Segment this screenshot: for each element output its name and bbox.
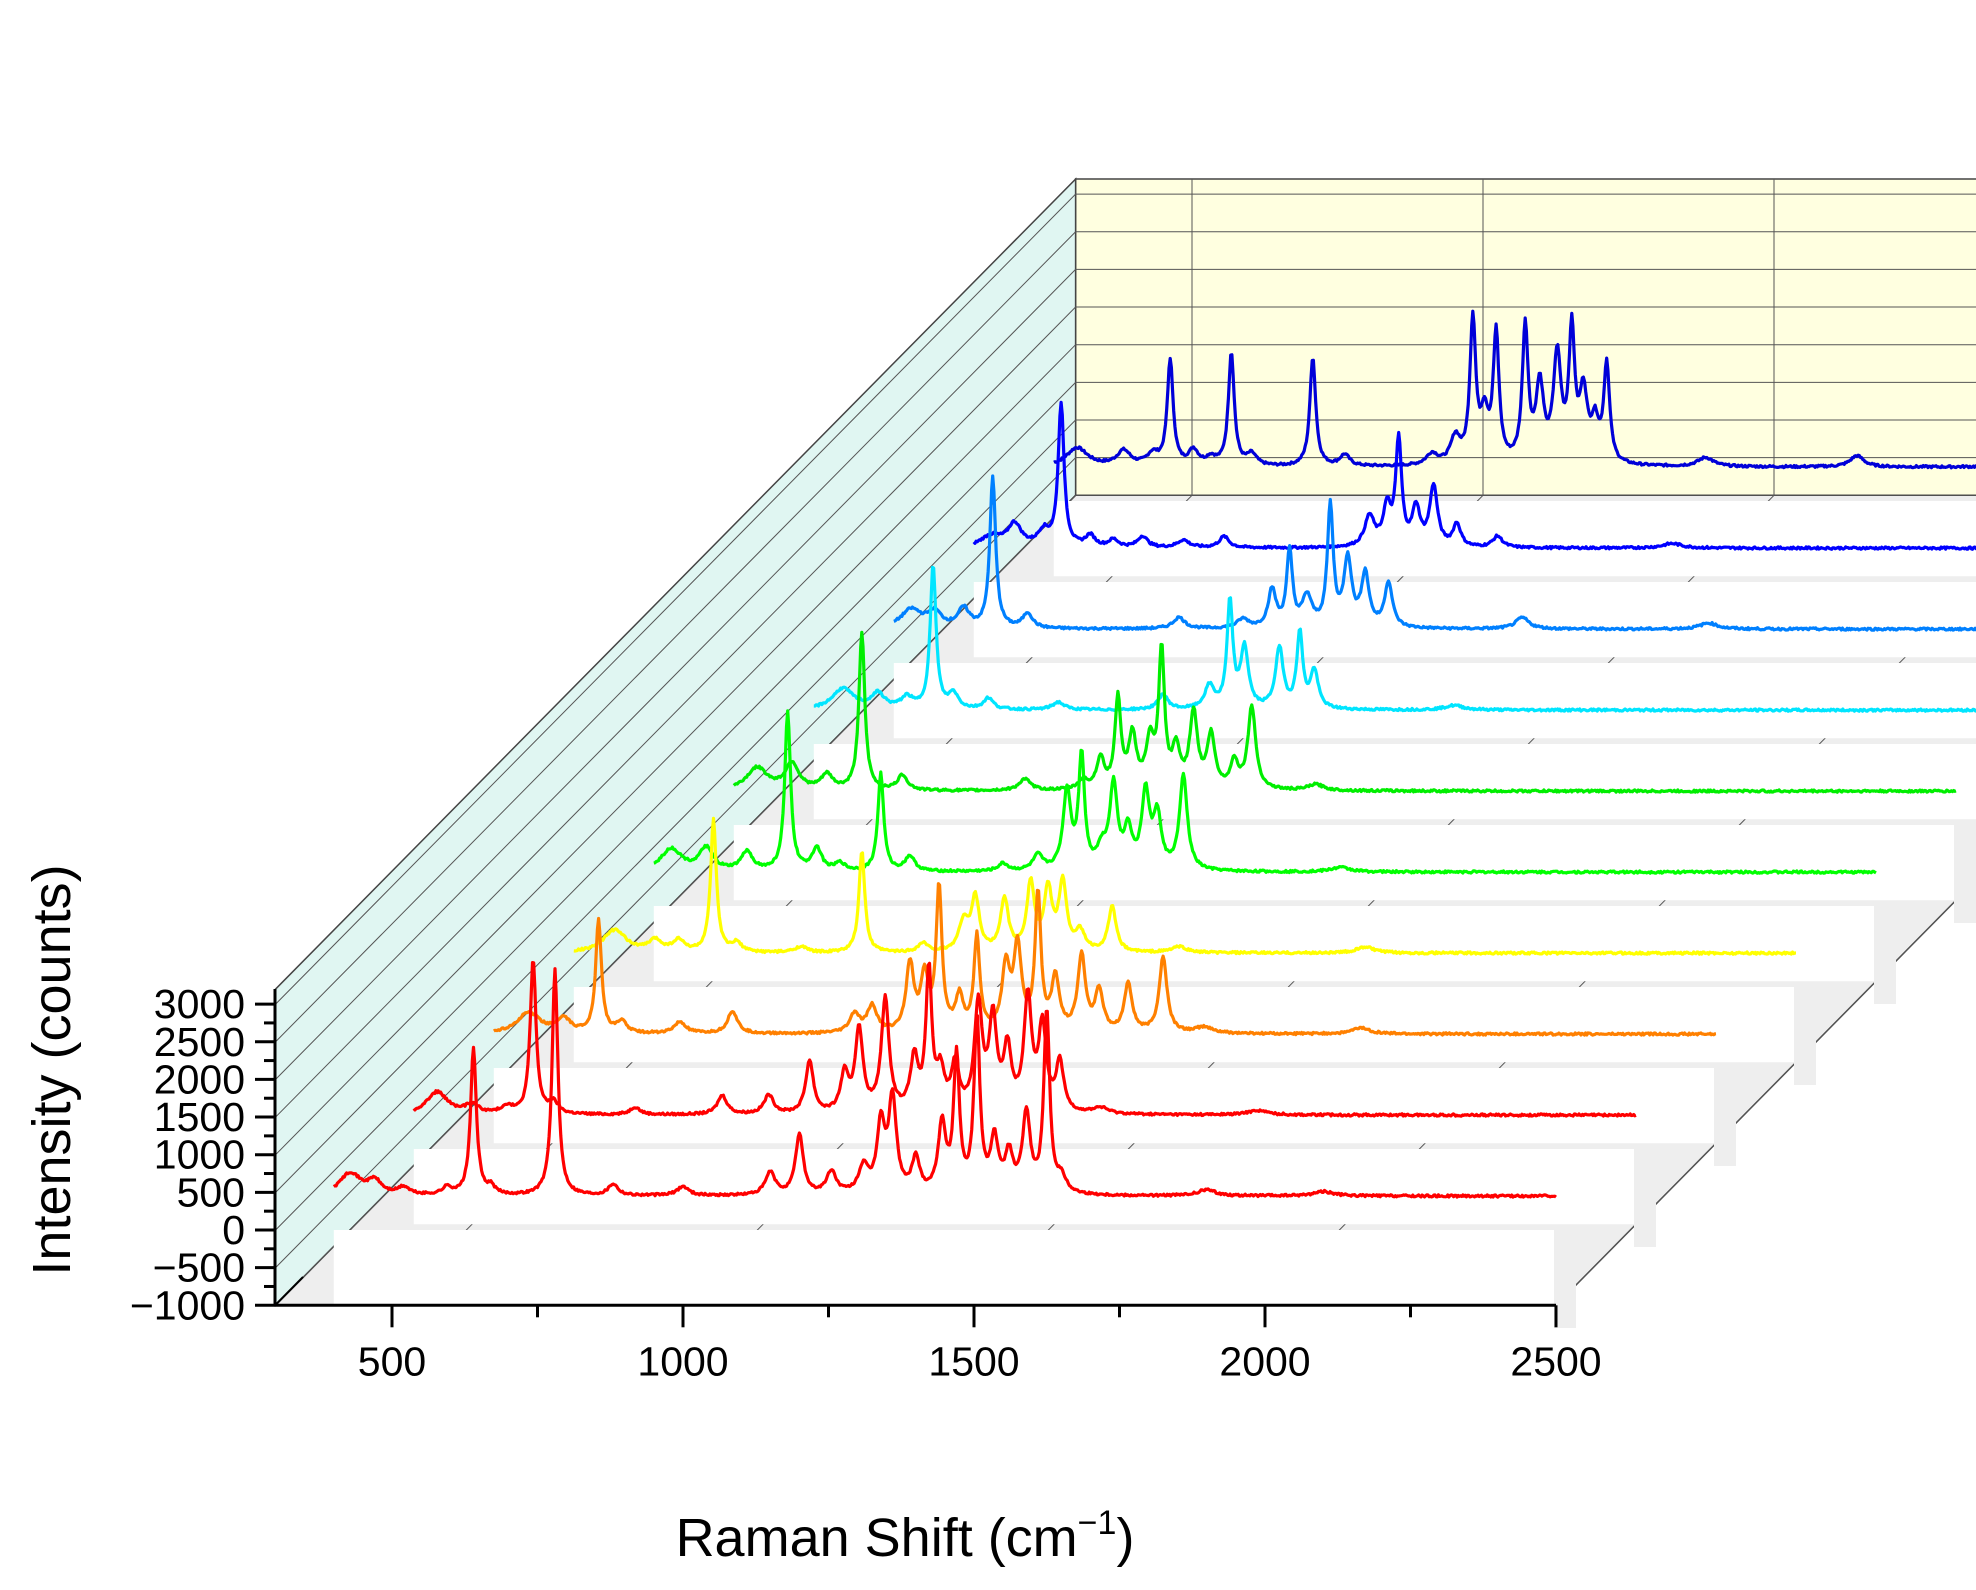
y-gridline <box>275 457 1976 1269</box>
y-gridline <box>275 231 1976 1043</box>
y-tick-label: −500 <box>153 1245 245 1291</box>
series-line-3 <box>492 882 1717 1037</box>
series-line-7 <box>813 565 1976 713</box>
y-gridline <box>275 419 1976 1231</box>
series-shadow <box>1954 823 1976 923</box>
series-shadow <box>1874 904 1896 1004</box>
series-shadow <box>1634 1147 1656 1247</box>
series-curtain <box>733 825 1956 901</box>
series-curtain <box>653 906 1876 982</box>
spectra-series-group <box>332 309 1976 1328</box>
series-line-8 <box>893 474 1976 632</box>
series-shadow <box>1794 985 1816 1085</box>
x-tick-label: 1500 <box>928 1338 1019 1384</box>
x-tick-label: 2000 <box>1219 1338 1310 1384</box>
y-tick-label: 0 <box>222 1207 245 1253</box>
y-gridline <box>275 193 1976 1005</box>
x-tick-label: 500 <box>358 1338 426 1384</box>
series-line-10 <box>1053 309 1976 470</box>
y-gridline <box>275 494 1976 1306</box>
x-axis-title: Raman Shift (cm−1) <box>676 1504 1135 1568</box>
series-line-2 <box>412 961 1637 1118</box>
y-tick-label: 1000 <box>154 1132 245 1178</box>
series-curtain <box>573 987 1796 1063</box>
y-tick-label: 500 <box>177 1169 245 1215</box>
y-axis-title: Intensity (counts) <box>22 864 82 1275</box>
series-curtain <box>333 1230 1556 1306</box>
y-gridline <box>275 381 1976 1193</box>
series-curtain <box>413 1149 1636 1225</box>
series-curtain <box>973 582 1976 658</box>
series-curtain <box>813 744 1976 820</box>
y-tick-label: 2500 <box>154 1019 245 1065</box>
series-curtain <box>1053 501 1976 577</box>
series-line-4 <box>573 816 1797 956</box>
series-line-9 <box>972 400 1976 551</box>
series-shadow <box>1714 1066 1736 1166</box>
series-shadow <box>1554 1228 1576 1328</box>
series-line-6 <box>732 630 1957 794</box>
y-tick-label: 1500 <box>154 1094 245 1140</box>
chart-axes: 500 1000 1500 2000 2500300025002000150010005… <box>130 981 1602 1384</box>
y-tick-label: 3000 <box>154 981 245 1027</box>
x-gridline <box>1555 879 1976 1306</box>
series-line-1 <box>332 967 1557 1199</box>
series-line-5 <box>653 709 1877 875</box>
x-tick-label: 1000 <box>637 1338 728 1384</box>
x-tick-label: 2500 <box>1510 1338 1601 1384</box>
y-gridline <box>275 306 1976 1118</box>
y-gridline <box>275 344 1976 1156</box>
y-tick-label: −1000 <box>130 1282 245 1328</box>
z-axis-line <box>274 1276 304 1307</box>
y-gridline <box>275 268 1976 1080</box>
y-tick-label: 2000 <box>154 1056 245 1102</box>
